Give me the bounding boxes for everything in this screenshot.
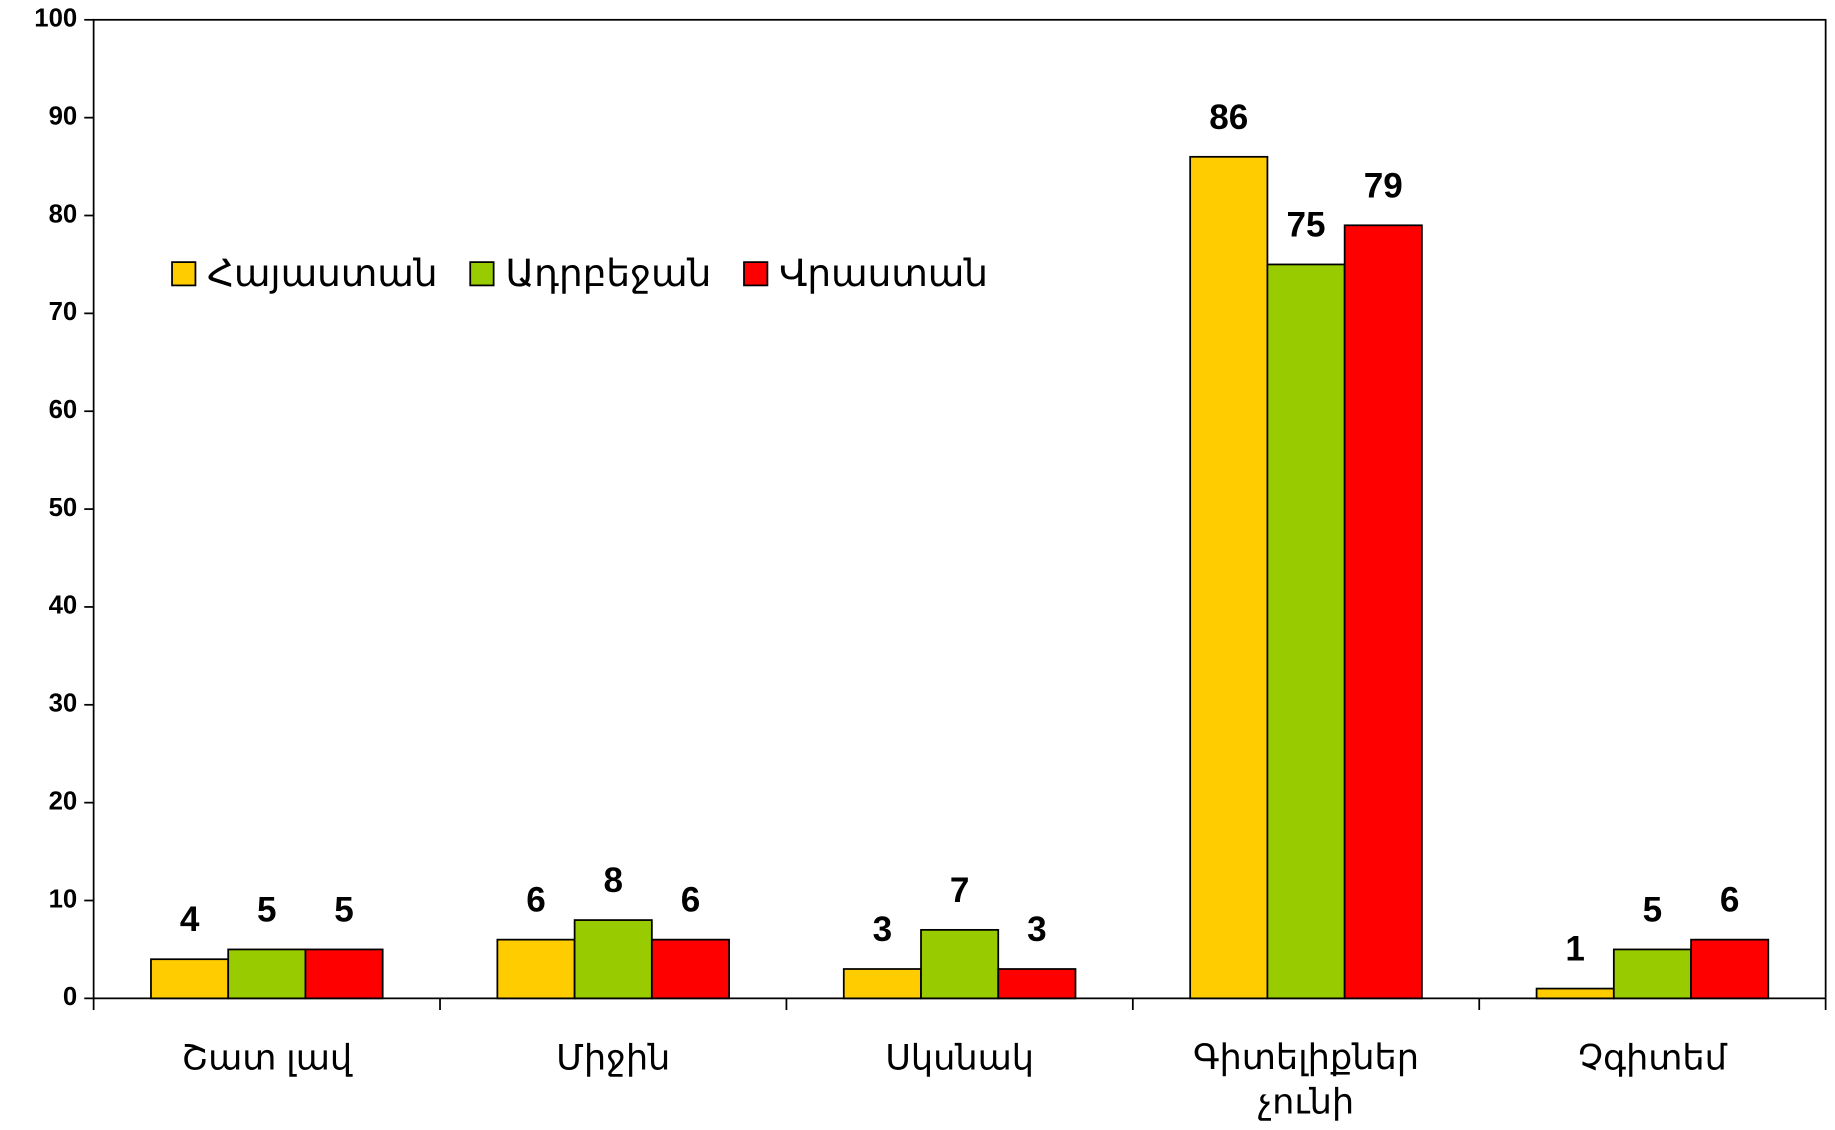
- y-tick-label: 50: [49, 494, 78, 522]
- legend-label: Հայաստան: [207, 252, 437, 294]
- x-tick-label: Գիտելիքներ չունի: [1193, 1038, 1419, 1121]
- legend-label: Ադրբեջան: [505, 252, 711, 294]
- bar: [1535, 987, 1615, 1000]
- x-tick-label: Շատ լավ: [181, 1038, 352, 1077]
- data-label: 5: [1643, 890, 1663, 929]
- bar: [1189, 155, 1269, 1000]
- y-tick-label: 40: [49, 592, 78, 620]
- bar: [842, 968, 922, 1000]
- y-tick-label: 30: [49, 690, 78, 718]
- y-tick-label: 20: [49, 787, 78, 815]
- x-tick-label: Չգիտեմ: [1578, 1038, 1728, 1077]
- data-label: 7: [950, 871, 970, 910]
- data-label: 86: [1209, 98, 1248, 137]
- bar: [920, 928, 1000, 1000]
- y-tick-label: 100: [34, 5, 77, 33]
- data-label: 3: [873, 910, 893, 949]
- bar: [1266, 263, 1346, 1000]
- plot-frame: [92, 18, 1827, 1000]
- data-label: 5: [334, 890, 354, 929]
- data-label: 79: [1364, 166, 1403, 205]
- y-tick-label: 0: [63, 983, 77, 1011]
- x-tick-label: Սկսնակ: [885, 1038, 1034, 1077]
- y-tick-label: 90: [49, 102, 78, 130]
- y-tick-label: 10: [49, 885, 78, 913]
- legend-label: Վրաստան: [779, 252, 988, 294]
- bar: [997, 968, 1077, 1000]
- y-tick-label: 70: [49, 298, 78, 326]
- data-label: 6: [1720, 881, 1740, 920]
- bar: [1690, 938, 1770, 1000]
- y-tick-label: 60: [49, 396, 78, 424]
- bar: [650, 938, 730, 1000]
- bar: [227, 948, 307, 1000]
- bar: [573, 919, 653, 1000]
- data-label: 6: [526, 881, 546, 920]
- data-label: 75: [1287, 205, 1326, 244]
- bar: [150, 958, 230, 1000]
- bar: [1612, 948, 1692, 1000]
- legend-swatch: [743, 261, 769, 287]
- data-label: 3: [1027, 910, 1047, 949]
- legend-swatch: [171, 261, 197, 287]
- data-label: 5: [257, 890, 277, 929]
- bar: [496, 938, 576, 1000]
- data-label: 8: [603, 861, 623, 900]
- x-tick-label: Միջին: [556, 1038, 670, 1077]
- bar: [304, 948, 384, 1000]
- data-label: 1: [1565, 930, 1585, 969]
- data-label: 4: [180, 900, 200, 939]
- bar: [1343, 224, 1423, 1000]
- y-tick-label: 80: [49, 200, 78, 228]
- data-label: 6: [681, 881, 701, 920]
- legend-swatch: [469, 261, 495, 287]
